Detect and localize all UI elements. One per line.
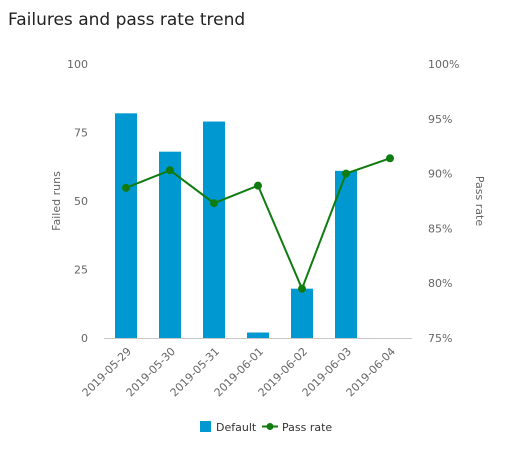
y-right-tick-label: 90% [428, 168, 452, 181]
y-left-tick-label: 0 [81, 332, 88, 345]
bar-2019-05-31 [203, 121, 225, 338]
x-axis: 2019-05-292019-05-302019-05-312019-06-01… [80, 345, 398, 399]
y-right-tick-label: 80% [428, 277, 452, 290]
pass-rate-point-2019-06-04 [386, 154, 394, 163]
y-axis-right: 75% 80% 85% 90% 95% 100% [428, 58, 459, 345]
y-left-tick-label: 25 [74, 264, 88, 277]
y-axis-right-title: Pass rate [473, 176, 486, 226]
y-right-tick-label: 100% [428, 58, 459, 71]
legend-swatch-pass-rate-dot [266, 423, 274, 430]
bar-2019-06-02 [291, 288, 313, 338]
bars-layer [115, 113, 357, 338]
pass-rate-point-2019-06-01 [254, 181, 262, 190]
legend-label-pass-rate: Pass rate [282, 421, 332, 434]
legend-swatch-default [200, 421, 211, 432]
pass-rate-point-2019-05-30 [166, 166, 174, 175]
y-left-tick-label: 75 [74, 127, 88, 140]
pass-rate-line-layer [122, 154, 394, 293]
y-left-tick-label: 100 [67, 58, 88, 71]
bar-2019-06-01 [247, 332, 269, 338]
pass-rate-point-2019-05-29 [122, 183, 130, 192]
y-right-tick-label: 75% [428, 332, 452, 345]
y-axis-left-title: Failed runs [50, 171, 63, 231]
y-left-tick-label: 50 [74, 195, 88, 208]
bar-2019-05-29 [115, 113, 137, 338]
legend: Default Pass rate [200, 421, 332, 434]
y-axis-left: 0 25 50 75 100 [67, 58, 88, 345]
chart-title: Failures and pass rate trend [8, 10, 246, 30]
y-right-tick-label: 85% [428, 222, 452, 235]
pass-rate-point-2019-06-03 [342, 169, 350, 178]
pass-rate-point-2019-06-02 [298, 284, 306, 293]
bar-2019-06-03 [335, 170, 357, 338]
y-right-tick-label: 95% [428, 113, 452, 126]
pass-rate-point-2019-05-31 [210, 199, 218, 208]
legend-label-default: Default [216, 421, 257, 434]
bar-2019-05-30 [159, 151, 181, 338]
